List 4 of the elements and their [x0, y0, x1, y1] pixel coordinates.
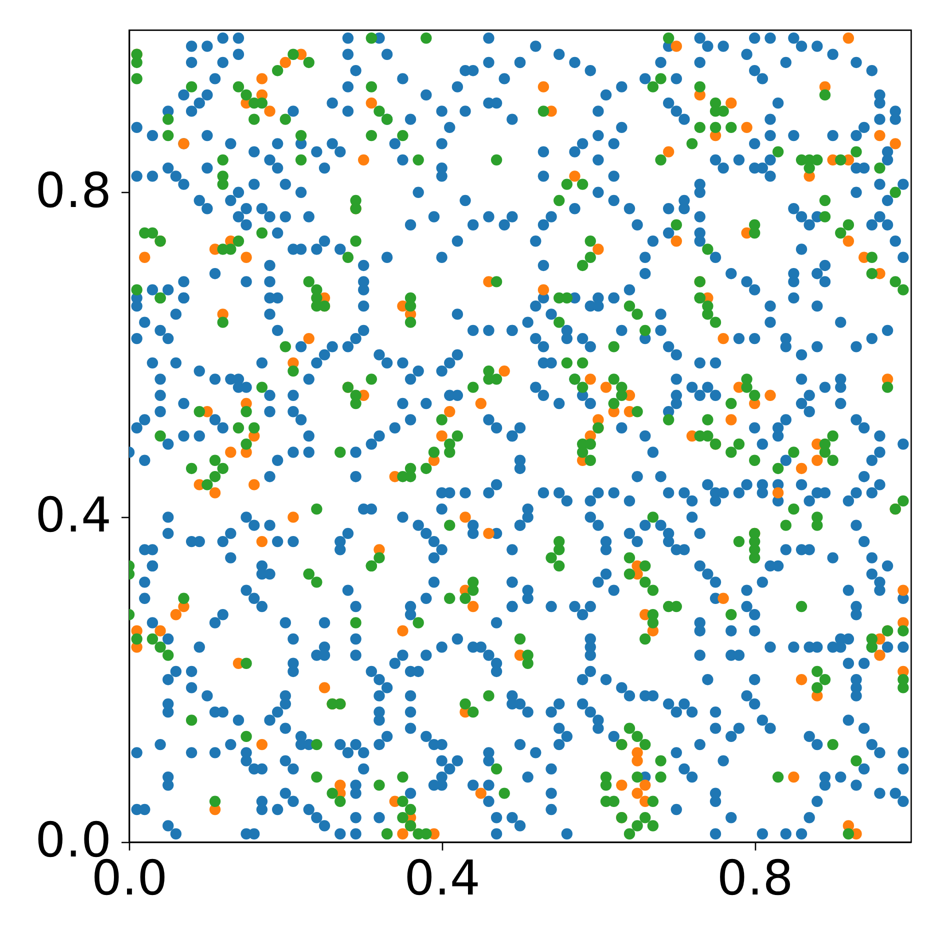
x-tick-label: 0.8	[716, 850, 794, 906]
y-tick-label: 0.8	[35, 162, 112, 219]
x-tick-label: 0.4	[404, 850, 480, 906]
y-tick-label: 0.4	[35, 488, 112, 544]
